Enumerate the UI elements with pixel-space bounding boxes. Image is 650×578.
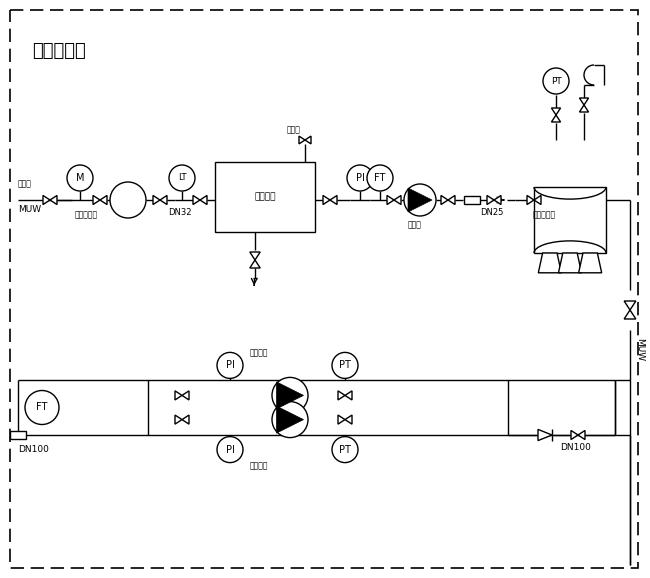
Polygon shape	[624, 310, 636, 319]
Polygon shape	[299, 136, 305, 144]
Polygon shape	[579, 98, 588, 105]
Circle shape	[25, 391, 59, 424]
Polygon shape	[578, 431, 585, 439]
Polygon shape	[50, 195, 57, 205]
Text: DN25: DN25	[480, 208, 503, 217]
Polygon shape	[175, 415, 182, 424]
Polygon shape	[538, 253, 562, 273]
Text: PI: PI	[356, 173, 365, 183]
Polygon shape	[182, 415, 189, 424]
Circle shape	[110, 182, 146, 218]
Polygon shape	[160, 195, 167, 205]
Circle shape	[367, 165, 393, 191]
Polygon shape	[100, 195, 107, 205]
Text: 给水泵模块: 给水泵模块	[32, 42, 86, 60]
Polygon shape	[624, 301, 636, 310]
Polygon shape	[394, 195, 401, 205]
Bar	[215, 162, 315, 232]
Polygon shape	[193, 195, 200, 205]
Text: DN100: DN100	[560, 443, 591, 452]
Polygon shape	[175, 391, 182, 400]
Polygon shape	[182, 391, 189, 400]
Text: 补水管: 补水管	[18, 179, 32, 188]
Polygon shape	[551, 115, 560, 122]
Circle shape	[67, 165, 93, 191]
Text: DN32: DN32	[168, 208, 192, 217]
Text: PI: PI	[226, 361, 235, 370]
Polygon shape	[153, 195, 160, 205]
Polygon shape	[558, 253, 582, 273]
Polygon shape	[448, 195, 455, 205]
Text: MUW: MUW	[635, 339, 644, 362]
Circle shape	[404, 184, 436, 216]
Text: 软化水筻: 软化水筻	[254, 192, 276, 202]
Polygon shape	[579, 105, 588, 112]
Circle shape	[217, 353, 243, 379]
Text: DN100: DN100	[18, 445, 49, 454]
Circle shape	[543, 68, 569, 94]
Circle shape	[347, 165, 373, 191]
Polygon shape	[534, 195, 541, 205]
Circle shape	[332, 436, 358, 462]
Text: 循环水泵: 循环水泵	[250, 462, 268, 470]
Polygon shape	[330, 195, 337, 205]
Text: 补水泵: 补水泵	[408, 220, 422, 229]
Text: 系统膨胀罐: 系统膨胀罐	[532, 210, 556, 220]
Polygon shape	[250, 252, 260, 260]
Polygon shape	[338, 415, 345, 424]
Text: PT: PT	[339, 444, 351, 455]
Polygon shape	[551, 108, 560, 115]
Bar	[148, 380, 508, 435]
Text: PI: PI	[226, 444, 235, 455]
Polygon shape	[305, 136, 311, 144]
Polygon shape	[387, 195, 394, 205]
Text: MUW: MUW	[18, 205, 41, 214]
Text: FT: FT	[374, 173, 385, 183]
Circle shape	[217, 436, 243, 462]
Text: 软化水装置: 软化水装置	[75, 210, 98, 219]
Polygon shape	[408, 188, 432, 212]
Polygon shape	[527, 195, 534, 205]
Polygon shape	[494, 195, 501, 205]
Text: M: M	[76, 173, 85, 183]
Text: 循环水泵: 循环水泵	[250, 349, 268, 357]
Polygon shape	[276, 406, 304, 433]
Polygon shape	[200, 195, 207, 205]
Circle shape	[332, 353, 358, 379]
Text: PT: PT	[551, 76, 562, 86]
Polygon shape	[93, 195, 100, 205]
Bar	[10, 431, 26, 439]
Polygon shape	[441, 195, 448, 205]
Polygon shape	[276, 382, 304, 409]
Polygon shape	[487, 195, 494, 205]
Bar	[464, 195, 480, 205]
Circle shape	[272, 377, 308, 413]
Circle shape	[272, 402, 308, 438]
Text: 旁流管: 旁流管	[287, 125, 301, 134]
Text: LT: LT	[177, 173, 187, 183]
Polygon shape	[250, 260, 260, 268]
Circle shape	[169, 165, 195, 191]
Polygon shape	[345, 415, 352, 424]
Text: FT: FT	[36, 402, 47, 413]
Polygon shape	[323, 195, 330, 205]
Polygon shape	[578, 253, 602, 273]
Polygon shape	[571, 431, 578, 439]
Text: PT: PT	[339, 361, 351, 370]
Polygon shape	[538, 429, 552, 440]
Polygon shape	[338, 391, 345, 400]
Bar	[534, 187, 606, 253]
Polygon shape	[345, 391, 352, 400]
Polygon shape	[43, 195, 50, 205]
